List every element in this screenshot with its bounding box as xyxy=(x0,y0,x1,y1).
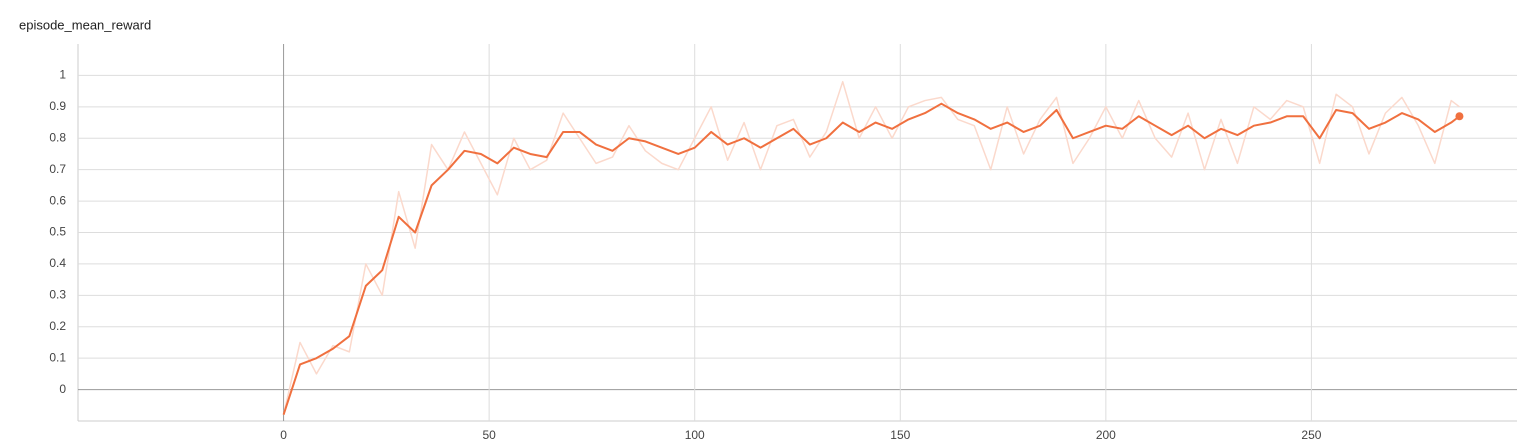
y-tick-label: 0.4 xyxy=(49,256,66,270)
series-line xyxy=(282,102,1461,416)
y-tick-label: 0.3 xyxy=(49,288,66,302)
y-tick-label: 1 xyxy=(59,68,66,82)
y-tick-label: 0 xyxy=(59,382,66,396)
y-tick-label: 0.5 xyxy=(49,225,66,239)
chart-title: episode_mean_reward xyxy=(19,17,151,32)
y-tick-label: 0.8 xyxy=(49,130,66,144)
series-line xyxy=(282,80,1460,415)
y-tick-label: 0.1 xyxy=(49,350,66,364)
y-tick-label: 0.6 xyxy=(49,193,66,207)
x-tick-label: 0 xyxy=(280,428,287,442)
y-tick-label: 0.7 xyxy=(49,162,66,176)
y-tick-label: 0.2 xyxy=(49,319,66,333)
x-tick-label: 100 xyxy=(685,428,705,442)
x-tick-label: 150 xyxy=(890,428,910,442)
y-tick-label: 0.9 xyxy=(49,99,66,113)
x-tick-label: 250 xyxy=(1301,428,1321,442)
end-point xyxy=(1455,112,1464,121)
x-tick-label: 200 xyxy=(1096,428,1116,442)
x-tick-label: 50 xyxy=(482,428,496,442)
